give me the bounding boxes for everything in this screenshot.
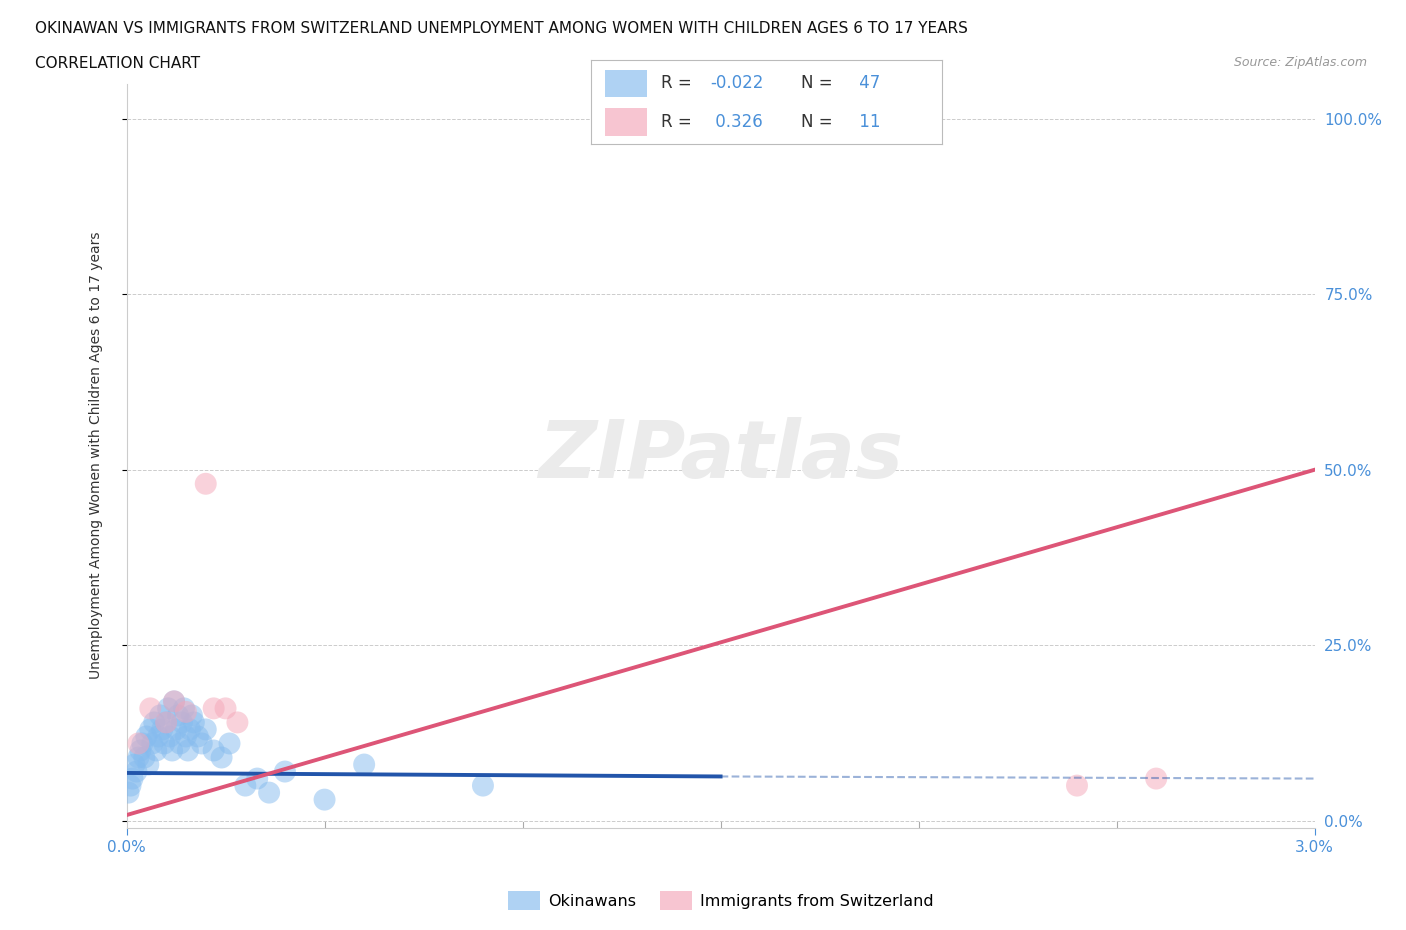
Point xyxy=(125,764,148,779)
Point xyxy=(183,715,205,730)
Point xyxy=(246,771,269,786)
Point xyxy=(160,743,183,758)
Point xyxy=(157,701,180,716)
Point xyxy=(131,736,153,751)
Point xyxy=(194,476,217,491)
Text: N =: N = xyxy=(801,74,838,92)
Point xyxy=(314,792,336,807)
Text: -0.022: -0.022 xyxy=(710,74,763,92)
Point xyxy=(124,757,146,772)
Point xyxy=(274,764,297,779)
Point xyxy=(211,751,233,765)
Point xyxy=(180,708,202,723)
Point xyxy=(117,785,139,800)
Point xyxy=(148,729,170,744)
Text: OKINAWAN VS IMMIGRANTS FROM SWITZERLAND UNEMPLOYMENT AMONG WOMEN WITH CHILDREN A: OKINAWAN VS IMMIGRANTS FROM SWITZERLAND … xyxy=(35,21,967,36)
Text: R =: R = xyxy=(661,74,697,92)
Point xyxy=(191,736,214,751)
Point xyxy=(1144,771,1167,786)
Point xyxy=(139,701,162,716)
Point xyxy=(257,785,280,800)
Point xyxy=(1066,778,1088,793)
Point xyxy=(127,751,149,765)
Point xyxy=(163,694,186,709)
Point xyxy=(202,701,225,716)
Point xyxy=(218,736,240,751)
Point xyxy=(149,708,172,723)
Text: 11: 11 xyxy=(853,113,880,130)
Point xyxy=(169,736,191,751)
Point xyxy=(120,778,142,793)
Point xyxy=(155,715,177,730)
Point xyxy=(165,722,187,737)
Point xyxy=(173,701,195,716)
Text: 0.326: 0.326 xyxy=(710,113,763,130)
Point xyxy=(129,743,152,758)
Point xyxy=(353,757,375,772)
Legend: Okinawans, Immigrants from Switzerland: Okinawans, Immigrants from Switzerland xyxy=(502,884,939,916)
Point xyxy=(159,729,181,744)
Point xyxy=(153,736,176,751)
Point xyxy=(194,722,217,737)
Text: ZIPatlas: ZIPatlas xyxy=(538,417,903,495)
Bar xyxy=(605,108,647,136)
Point xyxy=(179,722,201,737)
Point xyxy=(139,722,162,737)
Text: Source: ZipAtlas.com: Source: ZipAtlas.com xyxy=(1233,56,1367,69)
Point xyxy=(163,694,186,709)
Point xyxy=(177,743,200,758)
Point xyxy=(150,722,173,737)
Point xyxy=(214,701,236,716)
Point xyxy=(174,729,197,744)
Point xyxy=(167,708,190,723)
Point xyxy=(127,736,149,751)
Point xyxy=(135,729,157,744)
Point xyxy=(121,771,143,786)
Point xyxy=(187,729,209,744)
Text: N =: N = xyxy=(801,113,838,130)
Point xyxy=(141,736,163,751)
Bar xyxy=(605,70,647,98)
Y-axis label: Unemployment Among Women with Children Ages 6 to 17 years: Unemployment Among Women with Children A… xyxy=(89,232,103,680)
Point xyxy=(202,743,225,758)
Point xyxy=(472,778,495,793)
Text: R =: R = xyxy=(661,113,697,130)
Point xyxy=(145,743,167,758)
Point xyxy=(136,757,159,772)
Point xyxy=(233,778,257,793)
Text: CORRELATION CHART: CORRELATION CHART xyxy=(35,56,200,71)
Point xyxy=(143,715,166,730)
Point xyxy=(226,715,249,730)
Point xyxy=(174,704,197,719)
Text: 47: 47 xyxy=(853,74,880,92)
Point xyxy=(155,715,177,730)
Point xyxy=(134,751,156,765)
Point xyxy=(170,715,193,730)
